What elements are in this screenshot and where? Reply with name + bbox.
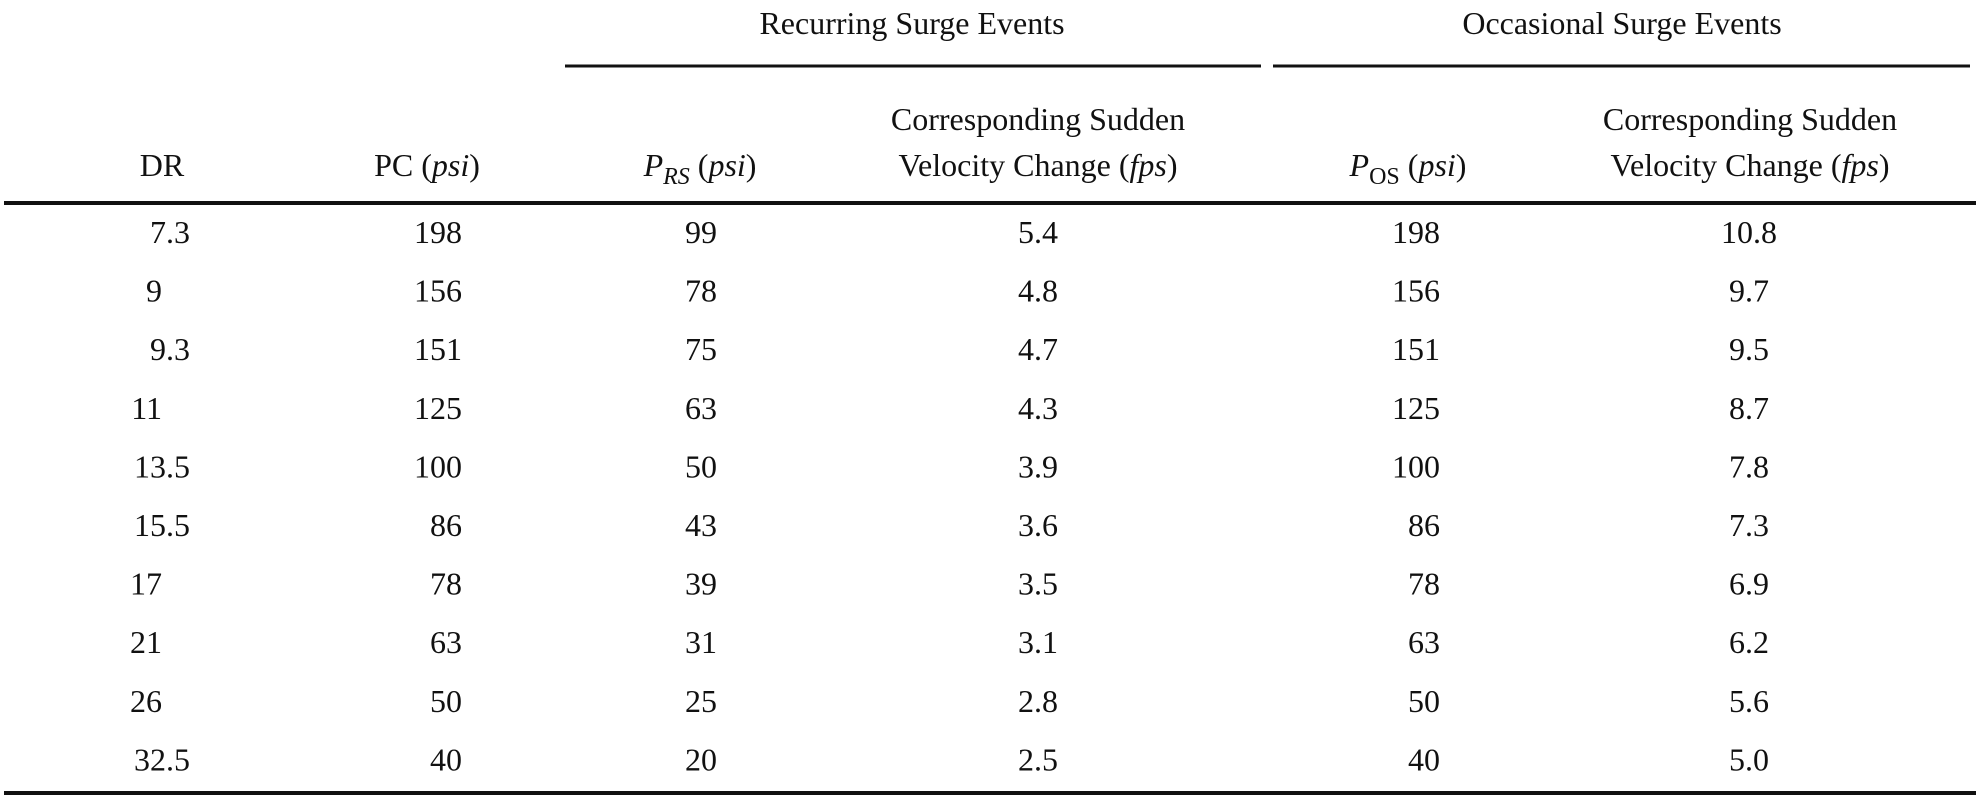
cell: 3.9 <box>1018 448 1058 484</box>
cell: 20 <box>685 741 717 777</box>
cell: 125 <box>1392 390 1440 426</box>
cell: 78 <box>1408 566 1440 602</box>
cell: 15.5 <box>134 507 190 543</box>
cell: 4.8 <box>1018 273 1058 309</box>
cell: 25 <box>685 683 717 719</box>
cell: 198 <box>414 214 462 250</box>
header-part: ) <box>1167 147 1178 183</box>
cell: 100 <box>1392 448 1440 484</box>
cell: 40 <box>430 741 462 777</box>
cell: 7.3 <box>1729 507 1769 543</box>
cell: 4.3 <box>1018 390 1058 426</box>
column-header: Corresponding Sudden <box>891 101 1185 137</box>
cell: 17 <box>130 566 162 602</box>
cell: 9.3 <box>150 331 190 367</box>
cell: 125 <box>414 390 462 426</box>
cell: 75 <box>685 331 717 367</box>
cell: 5.0 <box>1729 741 1769 777</box>
cell: 21 <box>130 624 162 660</box>
cell: 86 <box>430 507 462 543</box>
header-part: fps <box>1130 147 1167 183</box>
cell: 8.7 <box>1729 390 1769 426</box>
cell: 10.8 <box>1721 214 1777 250</box>
group-header: Occasional Surge Events <box>1462 5 1781 41</box>
cell: 198 <box>1392 214 1440 250</box>
cell: 5.4 <box>1018 214 1058 250</box>
cell: 151 <box>1392 331 1440 367</box>
column-header: Corresponding Sudden <box>1603 101 1897 137</box>
cell: 78 <box>430 566 462 602</box>
cell: 99 <box>685 214 717 250</box>
cell: 7.3 <box>150 214 190 250</box>
header-part: psi <box>1416 147 1455 183</box>
cell: 7.8 <box>1729 448 1769 484</box>
header-part: PC ( <box>374 147 432 183</box>
header-part: P <box>1349 147 1370 183</box>
header-part: ) <box>746 147 757 183</box>
cell: 2.8 <box>1018 683 1058 719</box>
column-header: Velocity Change (fps) <box>898 147 1177 183</box>
cell: 9.7 <box>1729 273 1769 309</box>
cell: 9 <box>146 273 162 309</box>
header-part: P <box>643 147 664 183</box>
cell: 100 <box>414 448 462 484</box>
column-header: POS (psi) <box>1349 147 1467 190</box>
cell: 26 <box>130 683 162 719</box>
column-header: DR <box>140 147 185 183</box>
cell: 78 <box>685 273 717 309</box>
header-part: ) <box>1879 147 1890 183</box>
cell: 9.5 <box>1729 331 1769 367</box>
cell: 50 <box>1408 683 1440 719</box>
cell: 151 <box>414 331 462 367</box>
cell: 43 <box>685 507 717 543</box>
cell: 156 <box>414 273 462 309</box>
cell: 63 <box>430 624 462 660</box>
cell: 5.6 <box>1729 683 1769 719</box>
header-part: psi <box>430 147 469 183</box>
header-part: ) <box>469 147 480 183</box>
cell: 6.2 <box>1729 624 1769 660</box>
group-header: Recurring Surge Events <box>759 5 1064 41</box>
header-part: Velocity Change ( <box>1610 147 1841 183</box>
column-header: Velocity Change (fps) <box>1610 147 1889 183</box>
header-part: OS <box>1369 164 1400 190</box>
cell: 2.5 <box>1018 741 1058 777</box>
cell: 3.1 <box>1018 624 1058 660</box>
cell: 40 <box>1408 741 1440 777</box>
cell: 50 <box>430 683 462 719</box>
column-header: PRS (psi) <box>643 147 757 190</box>
header-part: fps <box>1842 147 1879 183</box>
cell: 63 <box>685 390 717 426</box>
cell: 31 <box>685 624 717 660</box>
cell: 6.9 <box>1729 566 1769 602</box>
cell: 50 <box>685 448 717 484</box>
cell: 13.5 <box>134 448 190 484</box>
header-part: ( <box>690 147 709 183</box>
cell: 3.6 <box>1018 507 1058 543</box>
header-part: RS <box>662 164 690 190</box>
column-header: PC (psi) <box>374 147 480 183</box>
cell: 86 <box>1408 507 1440 543</box>
cell: 63 <box>1408 624 1440 660</box>
header-part: ( <box>1400 147 1419 183</box>
header-part: Velocity Change ( <box>898 147 1129 183</box>
cell: 3.5 <box>1018 566 1058 602</box>
cell: 4.7 <box>1018 331 1058 367</box>
cell: 32.5 <box>134 741 190 777</box>
header-part: ) <box>1456 147 1467 183</box>
cell: 11 <box>131 390 162 426</box>
cell: 39 <box>685 566 717 602</box>
cell: 156 <box>1392 273 1440 309</box>
header-part: psi <box>706 147 745 183</box>
